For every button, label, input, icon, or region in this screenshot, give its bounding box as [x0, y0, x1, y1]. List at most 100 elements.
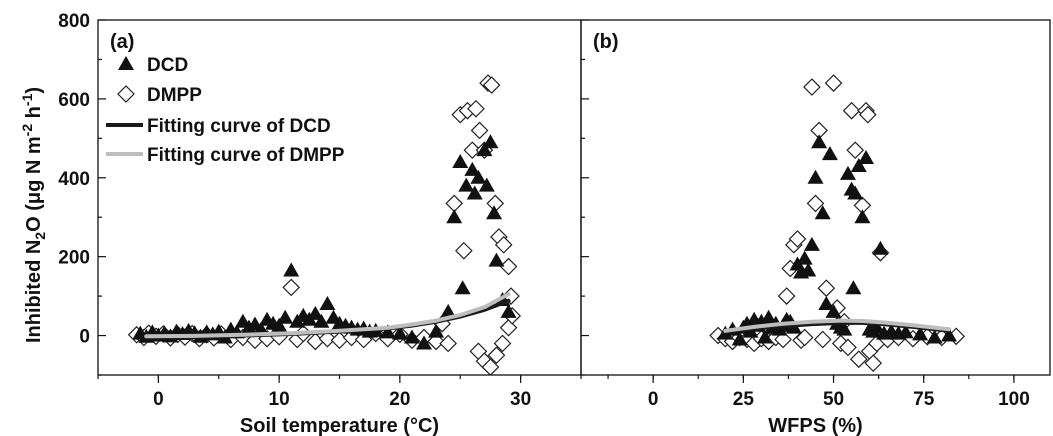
x-tick-label: 75	[913, 389, 935, 410]
dcd-point	[271, 317, 288, 332]
dcd-point	[821, 146, 838, 161]
dmpp-point	[282, 278, 301, 297]
y-axis-label: Inhibited N2O (μg N m-2 h-1)	[19, 87, 48, 343]
dcd-point	[926, 329, 943, 344]
dmpp-point	[318, 329, 337, 348]
dmpp-point	[445, 194, 464, 213]
dcd-point	[825, 303, 842, 318]
dcd-point	[868, 319, 885, 334]
dcd-point	[313, 313, 330, 328]
dcd-point	[307, 305, 324, 320]
dmpp-point	[455, 241, 473, 260]
x-axis-label: Soil temperature (°C)	[240, 415, 439, 436]
dcd-point	[847, 185, 864, 200]
y-tick-label: 200	[58, 248, 90, 269]
dcd-point	[458, 177, 475, 192]
dcd-point	[403, 329, 420, 344]
x-tick-label: 30	[510, 389, 531, 410]
legend-label: Fitting curve of DCD	[147, 116, 331, 137]
panel-label: (a)	[110, 31, 134, 53]
x-tick-label: 0	[648, 389, 659, 410]
dcd-point	[756, 329, 773, 344]
dcd-point	[814, 205, 831, 220]
panel-a: 0 10 20 30 Soil temperature (°C) (a)	[97, 19, 582, 436]
legend-label: Fitting curve of DMPP	[147, 145, 345, 166]
y-tick-label: 800	[58, 11, 90, 32]
dmpp-point	[487, 346, 506, 365]
dmpp-point	[813, 330, 832, 349]
dmpp-point	[439, 334, 458, 353]
dcd-point	[428, 323, 445, 338]
dmpp-point	[463, 141, 482, 160]
dcd-point	[858, 150, 875, 165]
dcd-point	[897, 324, 914, 339]
dcd-point	[940, 327, 957, 342]
x-tick-label: 100	[998, 389, 1030, 410]
dmpp-point	[817, 279, 836, 298]
dcd-point	[283, 262, 300, 277]
dcd-point	[482, 134, 499, 149]
dcd-point	[440, 303, 457, 318]
dcd-point	[760, 309, 777, 324]
dmpp-point	[482, 76, 501, 94]
dcd-point	[454, 280, 471, 295]
dcd-point	[731, 331, 748, 346]
dmpp-point	[493, 334, 512, 353]
dcd-point	[452, 154, 469, 168]
dcd-point	[796, 250, 813, 265]
y-tick-label: 600	[58, 90, 90, 111]
x-tick-label: 0	[153, 389, 164, 410]
dcd-point	[319, 296, 336, 310]
plot-area	[709, 74, 966, 373]
dcd-point	[836, 321, 853, 336]
legend: DCD DMPP Fitting curve of DCD Fitting curve…	[106, 55, 345, 166]
dcd-point	[872, 240, 889, 255]
dmpp-point	[470, 121, 489, 140]
dcd-point	[811, 134, 828, 149]
dcd-point	[800, 262, 817, 277]
dcd-point	[478, 177, 495, 192]
y-tick-label: 0	[79, 327, 90, 348]
x-tick-label: 20	[389, 389, 410, 410]
dmpp-point	[494, 235, 513, 254]
dmpp-point	[788, 230, 807, 248]
x-tick-label: 25	[733, 389, 755, 410]
dcd-point	[379, 324, 396, 339]
dcd-point	[464, 161, 481, 176]
dcd-point	[818, 296, 835, 310]
dmpp-point	[330, 331, 349, 350]
panel-label: (b)	[593, 31, 619, 53]
dmpp-point	[864, 354, 883, 373]
dmpp-point	[842, 101, 861, 120]
dcd-point	[470, 169, 487, 184]
dcd-point	[476, 142, 493, 157]
dmpp-point	[499, 257, 518, 276]
x-tick-label: 50	[823, 389, 844, 410]
dcd-point	[486, 205, 503, 220]
legend-label: DMPP	[147, 85, 202, 106]
dmpp-point	[481, 358, 500, 375]
dcd-point	[500, 303, 517, 318]
x-tick-label: 10	[269, 389, 290, 410]
dmpp-point	[858, 105, 877, 124]
dmpp-point	[777, 287, 796, 305]
dcd-point	[277, 309, 294, 324]
dmpp-point	[846, 141, 865, 160]
dmpp-fit-curve	[144, 292, 511, 339]
dcd-point	[850, 157, 867, 172]
panel-b: 0 25 50 75 100 WFPS (%) (b)	[580, 19, 1051, 436]
dmpp-point	[467, 99, 485, 118]
dmpp-point	[824, 74, 843, 92]
legend-label: DCD	[147, 55, 188, 76]
dcd-point	[839, 165, 856, 180]
dcd-point	[446, 209, 463, 224]
dmpp-point	[803, 78, 821, 96]
dcd-point	[845, 280, 862, 295]
dcd-point	[391, 325, 408, 340]
y-tick-label: 400	[58, 169, 90, 190]
y-axis-title: Inhibited N2O (μg N m-2 h-1)	[19, 87, 48, 343]
dcd-point	[466, 185, 483, 200]
plot-area	[127, 74, 522, 375]
dmpp-fit-curve	[723, 318, 951, 333]
